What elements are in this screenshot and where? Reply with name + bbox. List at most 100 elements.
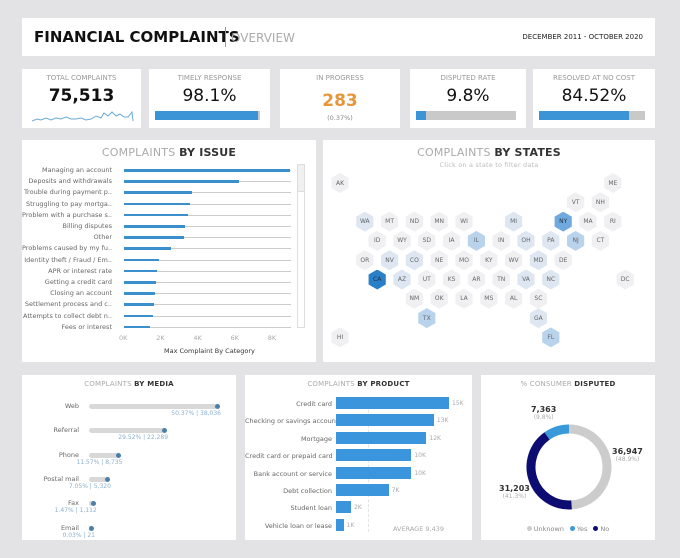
state-ca[interactable]: CA xyxy=(368,269,386,290)
state-sd[interactable]: SD xyxy=(418,230,436,251)
kpi-in-progress: IN PROGRESS 283 (0.37%) xyxy=(280,69,400,128)
issue-bar[interactable] xyxy=(124,247,171,250)
issue-bar[interactable] xyxy=(124,225,186,228)
issue-bar[interactable] xyxy=(124,191,192,194)
product-bar[interactable] xyxy=(336,501,352,514)
state-ia[interactable]: IA xyxy=(442,230,461,251)
state-la[interactable]: LA xyxy=(455,288,473,309)
state-pa[interactable]: PA xyxy=(542,230,560,251)
product-label: Credit card or prepaid card xyxy=(245,452,333,461)
scrollbar-thumb[interactable] xyxy=(298,165,304,192)
state-nh[interactable]: NH xyxy=(591,192,609,213)
state-ct[interactable]: CT xyxy=(591,230,609,251)
state-oh[interactable]: OH xyxy=(517,230,535,251)
state-mn[interactable]: MN xyxy=(430,211,448,232)
state-tx[interactable]: TX xyxy=(418,308,436,329)
state-ms[interactable]: MS xyxy=(480,288,498,309)
issue-bar[interactable] xyxy=(124,236,184,239)
media-bar[interactable] xyxy=(89,452,119,458)
state-id[interactable]: ID xyxy=(368,230,386,251)
state-mo[interactable]: MO xyxy=(455,250,473,271)
product-label: Checking or savings account xyxy=(245,417,339,426)
state-al[interactable]: AL xyxy=(504,288,523,309)
state-hi[interactable]: HI xyxy=(331,327,349,348)
state-mt[interactable]: MT xyxy=(380,211,399,232)
state-ri[interactable]: RI xyxy=(604,211,622,232)
state-me[interactable]: ME xyxy=(604,173,622,193)
state-or[interactable]: OR xyxy=(356,250,374,271)
product-value: 1K xyxy=(346,521,355,529)
product-label: Bank account or service xyxy=(253,469,332,478)
page-title: FINANCIAL COMPLAINTS xyxy=(34,28,240,46)
state-az[interactable]: AZ xyxy=(393,269,411,290)
state-il[interactable]: IL xyxy=(467,230,485,251)
state-wv[interactable]: WV xyxy=(504,250,523,271)
media-bar[interactable] xyxy=(89,476,107,482)
media-bar[interactable] xyxy=(89,404,217,409)
state-co[interactable]: CO xyxy=(405,250,423,271)
issue-label: Problems caused by my fu.. xyxy=(22,244,113,253)
issue-bar[interactable] xyxy=(124,292,155,295)
issue-track xyxy=(124,214,291,216)
issue-bar[interactable] xyxy=(124,202,191,206)
state-in[interactable]: IN xyxy=(492,230,510,251)
state-ut[interactable]: UT xyxy=(418,269,436,290)
state-md[interactable]: MD xyxy=(529,250,547,271)
state-nc[interactable]: NC xyxy=(542,269,560,290)
state-va[interactable]: VA xyxy=(517,269,535,290)
state-tn[interactable]: TN xyxy=(492,269,510,290)
state-wi[interactable]: WI xyxy=(455,211,473,232)
state-sc[interactable]: SC xyxy=(529,288,547,309)
donut-segment-no[interactable] xyxy=(526,432,572,510)
issue-bar[interactable] xyxy=(124,269,158,273)
state-ma[interactable]: MA xyxy=(579,211,597,232)
donut-segment-yes[interactable] xyxy=(544,424,570,440)
state-mi[interactable]: MI xyxy=(504,211,523,232)
product-bar[interactable] xyxy=(336,466,412,479)
product-bar[interactable] xyxy=(336,484,389,496)
legend-dot-icon xyxy=(593,526,599,531)
product-bar[interactable] xyxy=(336,397,449,409)
state-nj[interactable]: NJ xyxy=(566,230,585,251)
state-ok[interactable]: OK xyxy=(430,288,448,309)
state-ny[interactable]: NY xyxy=(554,211,572,232)
state-fl[interactable]: FL xyxy=(542,327,560,348)
scrollbar[interactable] xyxy=(297,164,305,328)
issue-bar[interactable] xyxy=(124,303,154,306)
kpi-progress-bar xyxy=(155,111,260,120)
product-bar[interactable] xyxy=(336,414,434,427)
issue-bar[interactable] xyxy=(124,325,151,329)
state-ar[interactable]: AR xyxy=(467,269,485,290)
donut-segment-unknown[interactable] xyxy=(568,424,612,510)
donut-label-no: 31,203 (41.3%) xyxy=(499,484,530,500)
state-ak[interactable]: AK xyxy=(331,173,349,193)
state-nv[interactable]: NV xyxy=(380,250,399,271)
issue-bar[interactable] xyxy=(124,180,240,183)
state-ga[interactable]: GA xyxy=(529,308,547,329)
state-ks[interactable]: KS xyxy=(442,269,461,290)
issue-bar[interactable] xyxy=(124,314,153,318)
issue-bar[interactable] xyxy=(124,169,290,172)
state-ky[interactable]: KY xyxy=(480,250,498,271)
state-ne[interactable]: NE xyxy=(430,250,448,271)
x-tick-label: 4K xyxy=(193,334,202,342)
media-bar[interactable] xyxy=(89,428,165,434)
issue-bar[interactable] xyxy=(124,281,156,284)
state-wy[interactable]: WY xyxy=(393,230,411,251)
issue-track xyxy=(124,248,291,250)
product-bar[interactable] xyxy=(336,431,427,444)
state-dc[interactable]: DC xyxy=(616,269,634,290)
state-vt[interactable]: VT xyxy=(566,192,585,213)
issue-bar[interactable] xyxy=(124,213,189,217)
product-bar[interactable] xyxy=(336,518,344,531)
media-dot xyxy=(104,476,110,482)
state-wa[interactable]: WA xyxy=(356,211,374,232)
product-bar[interactable] xyxy=(336,449,412,462)
issue-bar[interactable] xyxy=(124,258,160,262)
state-nm[interactable]: NM xyxy=(405,288,423,309)
state-nd[interactable]: ND xyxy=(405,211,423,232)
panel-hint: Click on a state to filter data xyxy=(439,161,539,169)
issue-label: Managing an account xyxy=(41,166,112,174)
media-dot xyxy=(89,525,94,531)
state-de[interactable]: DE xyxy=(554,250,572,271)
